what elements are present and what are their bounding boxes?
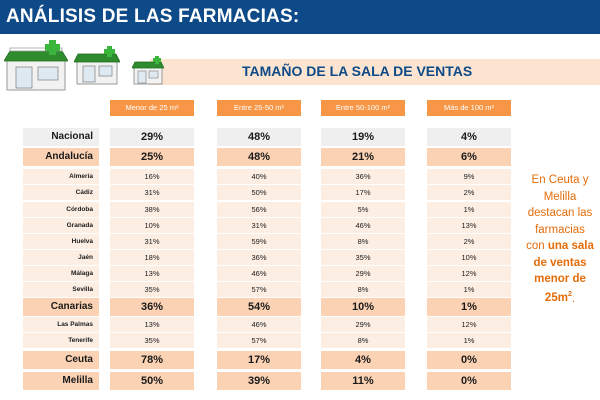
table-cell: 16% [110, 169, 194, 184]
table-cell: 48% [217, 148, 301, 166]
note-line: destacan las [527, 207, 593, 219]
table-cell: 35% [110, 282, 194, 297]
row-label: Andalucía [23, 148, 99, 166]
table-cell: 46% [217, 317, 301, 332]
row-label: Jaén [23, 250, 99, 265]
row-label: Cádiz [23, 185, 99, 200]
column-header-over-100: Más de 100 m² [427, 100, 511, 116]
row-label: Almería [23, 169, 99, 184]
row-label: Córdoba [23, 202, 99, 217]
subtitle-bar: TAMAÑO DE LA SALA DE VENTAS [150, 59, 600, 85]
table-cell: 2% [427, 185, 511, 200]
table-cell: 36% [321, 169, 405, 184]
table-cell: 10% [321, 298, 405, 316]
table-cell: 36% [217, 250, 301, 265]
table-cell: 17% [217, 351, 301, 369]
table-cell: 8% [321, 234, 405, 249]
row-label: Las Palmas [23, 317, 99, 332]
table-cell: 5% [321, 202, 405, 217]
table-cell: 31% [217, 218, 301, 233]
table-cell: 57% [217, 282, 301, 297]
pharmacy-shop-icon [4, 40, 68, 91]
table-cell: 36% [110, 298, 194, 316]
table-cell: 10% [427, 250, 511, 265]
note-line: de ventas [533, 256, 587, 269]
table-cell: 25% [110, 148, 194, 166]
table-cell: 38% [110, 202, 194, 217]
table-cell: 56% [217, 202, 301, 217]
column-header-under-25: Menor de 25 m² [110, 100, 194, 116]
table-cell: 35% [110, 333, 194, 348]
table-cell: 54% [217, 298, 301, 316]
table-cell: 8% [321, 333, 405, 348]
row-label: Ceuta [23, 351, 99, 369]
table-cell: 29% [110, 128, 194, 146]
table-cell: 78% [110, 351, 194, 369]
table-cell: 19% [321, 128, 405, 146]
pharmacy-icons [0, 38, 170, 94]
row-label: Sevilla [23, 282, 99, 297]
row-label: Málaga [23, 266, 99, 281]
table-cell: 18% [110, 250, 194, 265]
table-cell: 31% [110, 234, 194, 249]
table-cell: 50% [110, 372, 194, 390]
table-cell: 13% [427, 218, 511, 233]
table-cell: 39% [217, 372, 301, 390]
page-header: ANÁLISIS DE LAS FARMACIAS: [0, 0, 600, 34]
table-cell: 59% [217, 234, 301, 249]
note-line: con una sala [526, 240, 594, 252]
table-cell: 1% [427, 282, 511, 297]
table-cell: 17% [321, 185, 405, 200]
note-line: menor de [534, 273, 586, 285]
table-cell: 13% [110, 317, 194, 332]
table-cell: 2% [427, 234, 511, 249]
table-cell: 40% [217, 169, 301, 184]
pharmacy-shop-icon [74, 46, 120, 85]
table-cell: 50% [217, 185, 301, 200]
table-cell: 13% [110, 266, 194, 281]
section-subtitle: TAMAÑO DE LA SALA DE VENTAS [242, 63, 473, 79]
highlight-note: En Ceuta y Melilla destacan las farmacia… [518, 172, 600, 307]
table-cell: 46% [321, 218, 405, 233]
table-cell: 8% [321, 282, 405, 297]
table-cell: 29% [321, 266, 405, 281]
note-line: En Ceuta y [531, 174, 589, 186]
table-cell: 0% [427, 372, 511, 390]
table-cell: 35% [321, 250, 405, 265]
row-label: Granada [23, 218, 99, 233]
table-cell: 21% [321, 148, 405, 166]
table-cell: 31% [110, 185, 194, 200]
table-cell: 48% [217, 128, 301, 146]
row-label: Nacional [23, 128, 99, 146]
table-cell: 12% [427, 317, 511, 332]
row-label: Tenerife [23, 333, 99, 348]
table-cell: 1% [427, 202, 511, 217]
table-cell: 0% [427, 351, 511, 369]
table-cell: 6% [427, 148, 511, 166]
table-cell: 1% [427, 333, 511, 348]
note-line: farmacias [535, 223, 585, 236]
table-cell: 11% [321, 372, 405, 390]
table-cell: 12% [427, 266, 511, 281]
pharmacy-shop-icon [132, 56, 164, 85]
column-header-50-100: Entre 50-100 m² [321, 100, 405, 116]
table-cell: 57% [217, 333, 301, 348]
table-cell: 9% [427, 169, 511, 184]
table-cell: 10% [110, 218, 194, 233]
row-label: Huelva [23, 234, 99, 249]
table-cell: 1% [427, 298, 511, 316]
page-title: ANÁLISIS DE LAS FARMACIAS: [6, 6, 300, 27]
table-cell: 4% [321, 351, 405, 369]
table-cell: 29% [321, 317, 405, 332]
row-label: Melilla [23, 372, 99, 390]
table-cell: 46% [217, 266, 301, 281]
note-line: 25m2. [544, 291, 576, 305]
table-cell: 4% [427, 128, 511, 146]
row-label: Canarias [23, 298, 99, 316]
note-line: Melilla [543, 190, 577, 203]
column-header-25-50: Entre 25-50 m² [217, 100, 301, 116]
